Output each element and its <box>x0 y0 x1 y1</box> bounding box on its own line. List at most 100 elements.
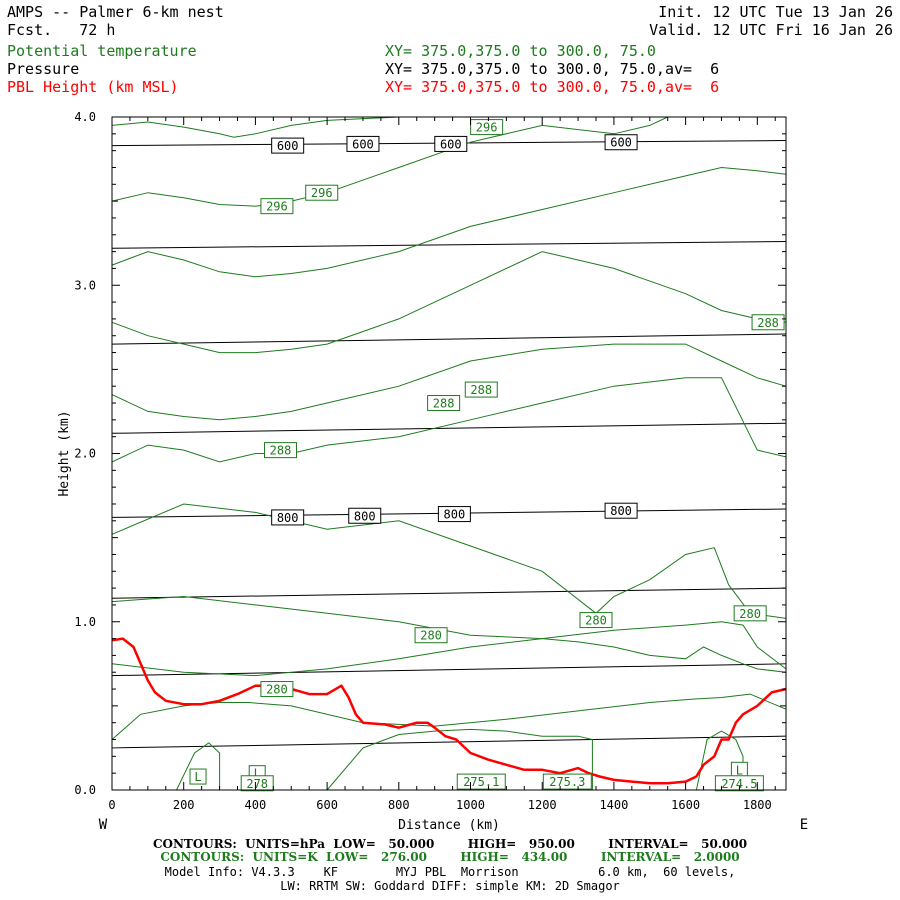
theta-contour-line <box>111 595 787 673</box>
x-tick-label: 1200 <box>528 798 557 812</box>
theta-label: L <box>194 770 201 784</box>
field-xy-pressure: XY= 375.0,375.0 to 300.0, 75.0,av= 6 <box>385 60 720 78</box>
theta-label: 288 <box>270 444 292 458</box>
theta-label: 288 <box>757 316 779 330</box>
y-axis-label: Height (km) <box>57 410 72 496</box>
theta-contour-line <box>111 116 668 207</box>
isobar-label: 800 <box>354 509 376 523</box>
isobar-group <box>111 140 787 749</box>
isobar-label: 800 <box>444 508 466 522</box>
theta-label: 296 <box>266 200 288 214</box>
field-label-pbl: PBL Height (km MSL) <box>7 78 179 96</box>
isobar-line <box>111 587 787 599</box>
theta-label-box <box>579 612 613 629</box>
theta-label-box <box>464 381 498 398</box>
isobar-label-box <box>346 135 380 152</box>
isobar-line <box>111 333 787 345</box>
theta-label-box <box>427 395 461 412</box>
theta-label-box <box>733 605 767 622</box>
theta-label-box <box>240 775 274 792</box>
theta-contour-line <box>111 166 787 278</box>
x-tick-label: 400 <box>245 798 267 812</box>
x-tick-label: 1000 <box>456 798 485 812</box>
theta-label-box <box>264 442 297 459</box>
theta-label-box <box>456 773 506 790</box>
y-tick-label: 4.0 <box>74 110 96 124</box>
x-tick-label: 1400 <box>599 798 628 812</box>
isobar-label: 600 <box>352 137 374 151</box>
plot-frame <box>111 116 787 791</box>
model-info-physics: LW: RRTM SW: Goddard DIFF: simple KM: 2D… <box>280 879 620 893</box>
theta-label: L <box>736 763 743 777</box>
theta-label-box <box>751 314 785 331</box>
isobar-label: 600 <box>440 137 462 151</box>
y-tick-label: 1.0 <box>74 615 96 629</box>
isobar-label-box <box>604 502 638 519</box>
isobar-line <box>111 422 787 434</box>
isobar-label: 600 <box>610 136 632 150</box>
theta-contour-line <box>111 621 787 677</box>
isobar-label: 800 <box>277 511 299 525</box>
y-tick-label: 3.0 <box>74 278 96 292</box>
axis-group: 0 200 400 600 800 1000 1200 1400 1600 1800 0.0 1.0 2… <box>74 110 786 812</box>
isobar-label-box <box>271 137 305 154</box>
forecast-hour: Fcst. 72 h <box>7 21 116 39</box>
field-label-theta: Potential temperature <box>7 42 197 60</box>
theta-label: 275.3 <box>549 775 585 789</box>
theta-contour-group <box>111 116 787 791</box>
theta-label: 280 <box>266 683 288 697</box>
isobar-label-box <box>604 134 638 151</box>
model-info: Model Info: V4.3.3 KF MYJ PBL Morrison 6… <box>164 865 736 879</box>
west-label: W <box>99 817 108 833</box>
theta-label: 278 <box>246 777 268 791</box>
field-xy-pbl: XY= 375.0,375.0 to 300.0, 75.0,av= 6 <box>385 78 720 96</box>
theta-contour-line <box>111 251 787 354</box>
theta-label: 275.1 <box>463 775 499 789</box>
theta-label-box <box>305 184 339 201</box>
y-tick-label: 0.0 <box>74 783 96 797</box>
x-tick-label: 200 <box>173 798 195 812</box>
theta-label: 280 <box>739 607 761 621</box>
contour-label-group: 800 800 800 800 600 600 600 600 280 280 280 280 288 2… <box>189 119 785 792</box>
isobar-label-box <box>271 509 305 526</box>
theta-label-box <box>260 198 294 215</box>
x-tick-label: 0 <box>108 798 115 812</box>
theta-label-box <box>714 775 764 792</box>
isobar-line <box>111 735 787 749</box>
isobar-label-box <box>437 506 471 523</box>
isobar-line <box>111 241 787 249</box>
theta-label-box <box>260 681 294 698</box>
theta-label: 288 <box>470 383 492 397</box>
pbl-height-line <box>111 637 787 785</box>
theta-label-box <box>542 773 592 790</box>
field-xy-theta: XY= 375.0,375.0 to 300.0, 75.0 <box>385 42 656 60</box>
theta-label: 280 <box>585 614 607 628</box>
theta-contour-info: CONTOURS: UNITS=K LOW= 276.00 HIGH= 434.… <box>160 850 740 864</box>
theta-label: L <box>254 767 261 781</box>
pbl-group <box>111 637 787 785</box>
east-label: E <box>800 817 808 833</box>
chart-title: AMPS -- Palmer 6-km nest <box>7 3 224 21</box>
theta-contour-line <box>326 728 593 791</box>
init-time: Init. 12 UTC Tue 13 Jan 26 <box>658 3 893 21</box>
x-tick-label: 1800 <box>743 798 772 812</box>
theta-label: 296 <box>476 121 498 135</box>
isobar-label: 800 <box>610 504 632 518</box>
theta-contour-line <box>111 343 787 421</box>
theta-contour-line <box>111 377 787 463</box>
theta-label: 296 <box>311 186 333 200</box>
y-tick-label: 2.0 <box>74 447 96 461</box>
x-tick-label: 1600 <box>671 798 700 812</box>
field-label-pressure: Pressure <box>7 60 80 78</box>
valid-time: Valid. 12 UTC Fri 16 Jan 26 <box>649 21 893 39</box>
x-axis-label: Distance (km) <box>398 818 500 833</box>
theta-label-box <box>470 119 504 136</box>
isobar-label-box <box>434 135 468 152</box>
x-tick-label: 600 <box>316 798 338 812</box>
isobar-label-box <box>348 507 382 524</box>
theta-label-box <box>414 627 448 644</box>
theta-label: 274.5 <box>721 777 757 791</box>
theta-label: 288 <box>433 397 455 411</box>
isobar-label: 600 <box>277 139 299 153</box>
